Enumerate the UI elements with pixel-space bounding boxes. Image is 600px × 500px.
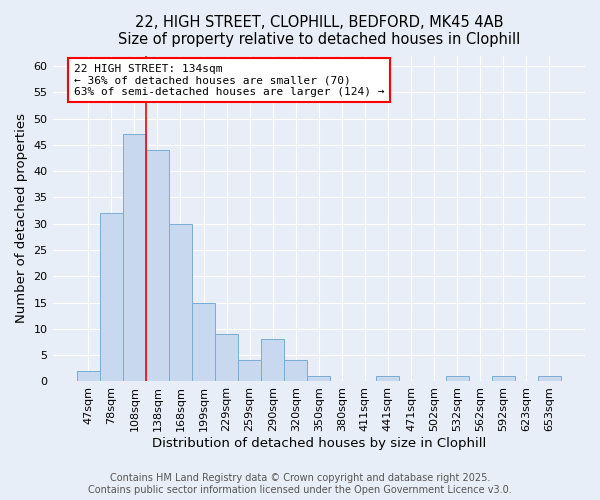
Text: 22 HIGH STREET: 134sqm
← 36% of detached houses are smaller (70)
63% of semi-det: 22 HIGH STREET: 134sqm ← 36% of detached… [74, 64, 385, 97]
Bar [192, 302, 215, 382]
X-axis label: Distribution of detached houses by size in Clophill: Distribution of detached houses by size … [152, 437, 486, 450]
Bar [446, 376, 469, 382]
Bar [261, 340, 284, 382]
Bar [376, 376, 400, 382]
Bar [146, 150, 169, 382]
Bar [284, 360, 307, 382]
Bar [491, 376, 515, 382]
Bar [123, 134, 146, 382]
Title: 22, HIGH STREET, CLOPHILL, BEDFORD, MK45 4AB
Size of property relative to detach: 22, HIGH STREET, CLOPHILL, BEDFORD, MK45… [118, 15, 520, 48]
Bar [169, 224, 192, 382]
Bar [215, 334, 238, 382]
Bar [77, 371, 100, 382]
Bar [100, 213, 123, 382]
Bar [307, 376, 330, 382]
Bar [538, 376, 561, 382]
Text: Contains HM Land Registry data © Crown copyright and database right 2025.
Contai: Contains HM Land Registry data © Crown c… [88, 474, 512, 495]
Bar [238, 360, 261, 382]
Y-axis label: Number of detached properties: Number of detached properties [15, 114, 28, 324]
